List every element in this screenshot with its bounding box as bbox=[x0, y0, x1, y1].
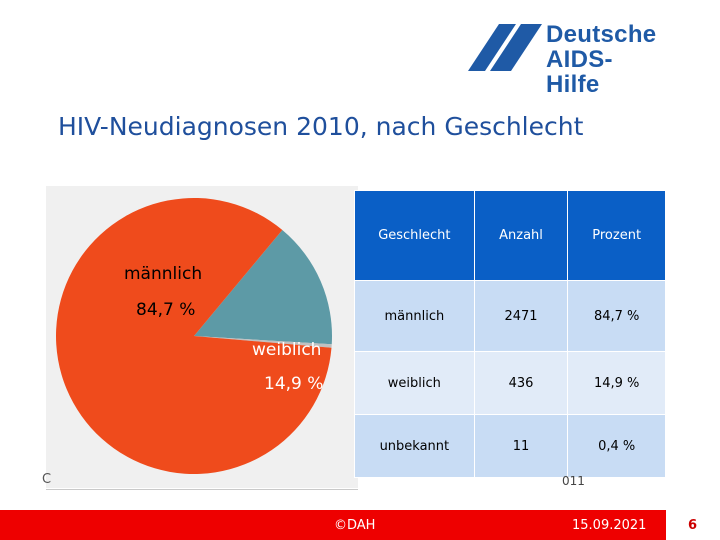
table-row: unbekannt 11 0,4 % bbox=[354, 414, 666, 478]
footer-copyright: ©DAH bbox=[334, 518, 376, 533]
pie-percent-weiblich: 14,9 % bbox=[264, 374, 324, 394]
footer: ©DAH 15.09.2021 6 bbox=[0, 510, 720, 540]
pie-chart: männlich 84,7 % weiblich 14,9 % bbox=[46, 186, 358, 488]
clipped-source-text: 011 bbox=[562, 474, 585, 488]
divider bbox=[46, 489, 358, 490]
table-cell: 436 bbox=[473, 351, 569, 415]
table-header-cell: Anzahl bbox=[473, 190, 569, 281]
logo-mark-icon bbox=[468, 24, 542, 71]
table-cell: 2471 bbox=[473, 280, 569, 352]
table-cell: männlich bbox=[354, 280, 475, 352]
data-table: Geschlecht Anzahl Prozent männlich 2471 … bbox=[354, 190, 666, 478]
pie-slice-maennlich bbox=[55, 198, 332, 475]
table-cell: 0,4 % bbox=[567, 414, 666, 478]
table-header-row: Geschlecht Anzahl Prozent bbox=[354, 190, 666, 281]
table-cell: weiblich bbox=[354, 351, 475, 415]
table-header-cell: Prozent bbox=[567, 190, 666, 281]
page-title: HIV-Neudiagnosen 2010, nach Geschlecht bbox=[58, 112, 584, 141]
pie-slice-weiblich bbox=[194, 229, 332, 345]
footer-date: 15.09.2021 bbox=[572, 518, 647, 533]
table-header-cell: Geschlecht bbox=[354, 190, 475, 281]
logo-line-1: Deutsche bbox=[546, 21, 657, 48]
pie-label-maennlich: männlich bbox=[124, 264, 203, 284]
logo-text: Deutsche AIDS-Hilfe bbox=[546, 22, 666, 97]
table-cell: 14,9 % bbox=[567, 351, 666, 415]
clipped-text: C bbox=[42, 472, 52, 487]
table-row: männlich 2471 84,7 % bbox=[354, 280, 666, 352]
pie-slice-unbekannt bbox=[194, 336, 332, 348]
page-number: 6 bbox=[688, 518, 698, 533]
pie-chart-svg bbox=[55, 198, 332, 475]
pie-percent-maennlich: 84,7 % bbox=[136, 300, 196, 320]
logo: Deutsche AIDS-Hilfe bbox=[466, 22, 666, 97]
footer-bar bbox=[0, 510, 666, 540]
table-row: weiblich 436 14,9 % bbox=[354, 351, 666, 415]
table-cell: 84,7 % bbox=[567, 280, 666, 352]
logo-line-2: AIDS-Hilfe bbox=[546, 46, 613, 98]
table-cell: 11 bbox=[473, 414, 569, 478]
pie-label-weiblich: weiblich bbox=[252, 340, 322, 360]
table-cell: unbekannt bbox=[354, 414, 475, 478]
